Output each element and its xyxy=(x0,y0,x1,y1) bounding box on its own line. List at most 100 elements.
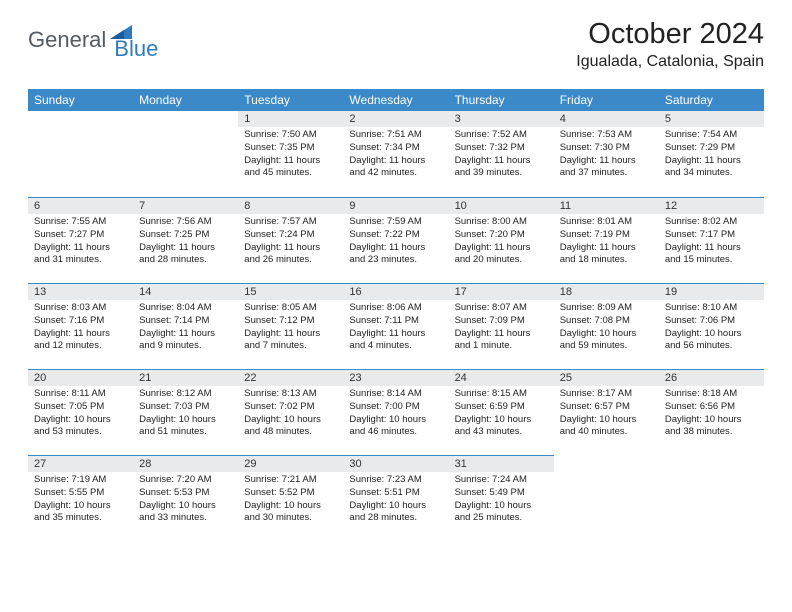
daylight-text: Daylight: 11 hours and 18 minutes. xyxy=(560,242,653,268)
calendar-day-cell: 19Sunrise: 8:10 AMSunset: 7:06 PMDayligh… xyxy=(659,283,764,369)
day-number: 1 xyxy=(238,111,343,127)
daylight-text: Daylight: 11 hours and 42 minutes. xyxy=(349,155,442,181)
day-details: Sunrise: 8:03 AMSunset: 7:16 PMDaylight:… xyxy=(28,300,133,357)
day-number: 17 xyxy=(449,283,554,300)
sunset-text: Sunset: 7:25 PM xyxy=(139,229,232,242)
day-number: 11 xyxy=(554,197,659,214)
calendar-day-cell: 22Sunrise: 8:13 AMSunset: 7:02 PMDayligh… xyxy=(238,369,343,455)
daylight-text: Daylight: 11 hours and 9 minutes. xyxy=(139,328,232,354)
day-details: Sunrise: 8:12 AMSunset: 7:03 PMDaylight:… xyxy=(133,386,238,443)
calendar-day-cell: 10Sunrise: 8:00 AMSunset: 7:20 PMDayligh… xyxy=(449,197,554,283)
sunset-text: Sunset: 7:24 PM xyxy=(244,229,337,242)
sunset-text: Sunset: 7:19 PM xyxy=(560,229,653,242)
day-number: 23 xyxy=(343,369,448,386)
day-details: Sunrise: 7:56 AMSunset: 7:25 PMDaylight:… xyxy=(133,214,238,271)
day-number: 29 xyxy=(238,455,343,472)
day-number: 24 xyxy=(449,369,554,386)
day-number: 10 xyxy=(449,197,554,214)
calendar-day-cell xyxy=(28,111,133,197)
weekday-header: Thursday xyxy=(449,89,554,111)
sunrise-text: Sunrise: 7:54 AM xyxy=(665,129,758,142)
sunrise-text: Sunrise: 8:02 AM xyxy=(665,216,758,229)
day-details: Sunrise: 7:20 AMSunset: 5:53 PMDaylight:… xyxy=(133,472,238,529)
calendar-day-cell: 3Sunrise: 7:52 AMSunset: 7:32 PMDaylight… xyxy=(449,111,554,197)
day-details: Sunrise: 7:53 AMSunset: 7:30 PMDaylight:… xyxy=(554,127,659,184)
daylight-text: Daylight: 10 hours and 35 minutes. xyxy=(34,500,127,526)
sunset-text: Sunset: 6:56 PM xyxy=(665,401,758,414)
day-number: 12 xyxy=(659,197,764,214)
day-number: 21 xyxy=(133,369,238,386)
calendar-day-cell: 25Sunrise: 8:17 AMSunset: 6:57 PMDayligh… xyxy=(554,369,659,455)
sunset-text: Sunset: 5:51 PM xyxy=(349,487,442,500)
sunset-text: Sunset: 7:12 PM xyxy=(244,315,337,328)
calendar-day-cell: 1Sunrise: 7:50 AMSunset: 7:35 PMDaylight… xyxy=(238,111,343,197)
sunset-text: Sunset: 7:00 PM xyxy=(349,401,442,414)
calendar-day-cell: 5Sunrise: 7:54 AMSunset: 7:29 PMDaylight… xyxy=(659,111,764,197)
sunset-text: Sunset: 7:35 PM xyxy=(244,142,337,155)
daylight-text: Daylight: 11 hours and 37 minutes. xyxy=(560,155,653,181)
day-number: 5 xyxy=(659,111,764,127)
day-details: Sunrise: 8:13 AMSunset: 7:02 PMDaylight:… xyxy=(238,386,343,443)
sunrise-text: Sunrise: 8:14 AM xyxy=(349,388,442,401)
daylight-text: Daylight: 10 hours and 56 minutes. xyxy=(665,328,758,354)
day-number: 30 xyxy=(343,455,448,472)
sunset-text: Sunset: 7:08 PM xyxy=(560,315,653,328)
sunset-text: Sunset: 6:57 PM xyxy=(560,401,653,414)
calendar-day-cell: 21Sunrise: 8:12 AMSunset: 7:03 PMDayligh… xyxy=(133,369,238,455)
day-details: Sunrise: 7:51 AMSunset: 7:34 PMDaylight:… xyxy=(343,127,448,184)
day-number: 27 xyxy=(28,455,133,472)
calendar-week-row: 27Sunrise: 7:19 AMSunset: 5:55 PMDayligh… xyxy=(28,455,764,541)
day-details: Sunrise: 8:00 AMSunset: 7:20 PMDaylight:… xyxy=(449,214,554,271)
sunrise-text: Sunrise: 7:55 AM xyxy=(34,216,127,229)
sunrise-text: Sunrise: 7:57 AM xyxy=(244,216,337,229)
sunrise-text: Sunrise: 7:53 AM xyxy=(560,129,653,142)
day-details: Sunrise: 7:21 AMSunset: 5:52 PMDaylight:… xyxy=(238,472,343,529)
daylight-text: Daylight: 11 hours and 4 minutes. xyxy=(349,328,442,354)
calendar-day-cell: 29Sunrise: 7:21 AMSunset: 5:52 PMDayligh… xyxy=(238,455,343,541)
calendar-day-cell: 11Sunrise: 8:01 AMSunset: 7:19 PMDayligh… xyxy=(554,197,659,283)
sunrise-text: Sunrise: 7:59 AM xyxy=(349,216,442,229)
daylight-text: Daylight: 10 hours and 43 minutes. xyxy=(455,414,548,440)
weekday-header: Wednesday xyxy=(343,89,448,111)
sunset-text: Sunset: 7:05 PM xyxy=(34,401,127,414)
sunrise-text: Sunrise: 7:52 AM xyxy=(455,129,548,142)
calendar-day-cell: 31Sunrise: 7:24 AMSunset: 5:49 PMDayligh… xyxy=(449,455,554,541)
sunrise-text: Sunrise: 8:15 AM xyxy=(455,388,548,401)
sunrise-text: Sunrise: 8:03 AM xyxy=(34,302,127,315)
day-number: 4 xyxy=(554,111,659,127)
day-details: Sunrise: 8:11 AMSunset: 7:05 PMDaylight:… xyxy=(28,386,133,443)
sunrise-text: Sunrise: 8:04 AM xyxy=(139,302,232,315)
day-number: 31 xyxy=(449,455,554,472)
daylight-text: Daylight: 10 hours and 46 minutes. xyxy=(349,414,442,440)
calendar-day-cell: 9Sunrise: 7:59 AMSunset: 7:22 PMDaylight… xyxy=(343,197,448,283)
calendar-day-cell: 15Sunrise: 8:05 AMSunset: 7:12 PMDayligh… xyxy=(238,283,343,369)
sunset-text: Sunset: 5:49 PM xyxy=(455,487,548,500)
sunset-text: Sunset: 7:20 PM xyxy=(455,229,548,242)
day-number: 16 xyxy=(343,283,448,300)
sunrise-text: Sunrise: 8:12 AM xyxy=(139,388,232,401)
calendar-day-cell: 30Sunrise: 7:23 AMSunset: 5:51 PMDayligh… xyxy=(343,455,448,541)
brand-logo: General Blue xyxy=(28,18,158,62)
day-details: Sunrise: 8:17 AMSunset: 6:57 PMDaylight:… xyxy=(554,386,659,443)
daylight-text: Daylight: 10 hours and 33 minutes. xyxy=(139,500,232,526)
daylight-text: Daylight: 11 hours and 23 minutes. xyxy=(349,242,442,268)
sunrise-text: Sunrise: 7:23 AM xyxy=(349,474,442,487)
sunrise-text: Sunrise: 7:56 AM xyxy=(139,216,232,229)
day-details: Sunrise: 8:14 AMSunset: 7:00 PMDaylight:… xyxy=(343,386,448,443)
calendar-week-row: 6Sunrise: 7:55 AMSunset: 7:27 PMDaylight… xyxy=(28,197,764,283)
calendar-week-row: 1Sunrise: 7:50 AMSunset: 7:35 PMDaylight… xyxy=(28,111,764,197)
day-number: 3 xyxy=(449,111,554,127)
location-text: Igualada, Catalonia, Spain xyxy=(576,53,764,71)
calendar-day-cell: 8Sunrise: 7:57 AMSunset: 7:24 PMDaylight… xyxy=(238,197,343,283)
day-number: 7 xyxy=(133,197,238,214)
calendar-day-cell: 23Sunrise: 8:14 AMSunset: 7:00 PMDayligh… xyxy=(343,369,448,455)
sunset-text: Sunset: 7:27 PM xyxy=(34,229,127,242)
day-number: 22 xyxy=(238,369,343,386)
sunrise-text: Sunrise: 7:20 AM xyxy=(139,474,232,487)
daylight-text: Daylight: 10 hours and 40 minutes. xyxy=(560,414,653,440)
calendar-day-cell: 14Sunrise: 8:04 AMSunset: 7:14 PMDayligh… xyxy=(133,283,238,369)
calendar-day-cell: 24Sunrise: 8:15 AMSunset: 6:59 PMDayligh… xyxy=(449,369,554,455)
title-block: October 2024 Igualada, Catalonia, Spain xyxy=(576,18,764,71)
sunset-text: Sunset: 5:55 PM xyxy=(34,487,127,500)
sunset-text: Sunset: 7:02 PM xyxy=(244,401,337,414)
